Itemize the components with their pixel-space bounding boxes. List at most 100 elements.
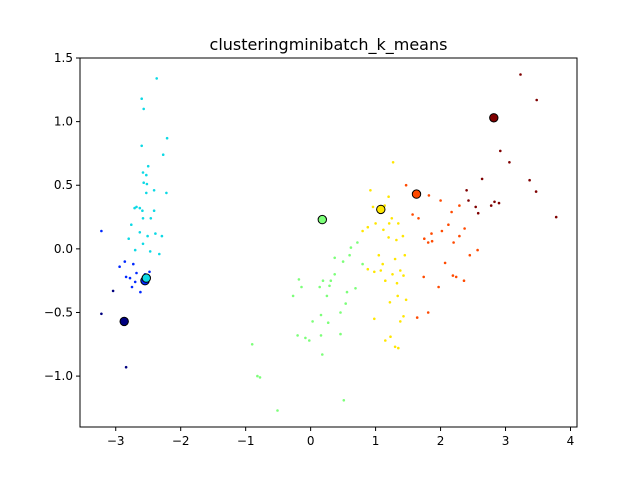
cluster-center	[489, 113, 499, 123]
data-point	[311, 320, 314, 323]
data-point	[430, 239, 434, 243]
data-point	[165, 191, 168, 195]
data-point	[452, 241, 455, 244]
cluster-center	[119, 316, 129, 327]
data-point	[258, 376, 262, 379]
data-point	[300, 285, 303, 289]
data-point	[321, 279, 325, 283]
data-point	[371, 205, 375, 209]
data-point	[430, 232, 433, 235]
data-point	[339, 332, 342, 336]
data-point	[373, 270, 376, 274]
data-point	[391, 161, 395, 164]
data-point	[325, 294, 329, 298]
data-point	[146, 234, 149, 238]
data-point	[497, 201, 501, 205]
data-point	[437, 285, 440, 289]
y-tick-label: −0.5	[44, 305, 73, 319]
data-point	[140, 97, 143, 100]
data-point	[499, 149, 502, 153]
data-point	[326, 321, 330, 325]
chart-title: clusteringminibatch_k_means	[210, 35, 448, 55]
data-point	[145, 182, 149, 186]
data-point	[391, 273, 394, 276]
data-point	[554, 215, 558, 219]
data-point	[328, 284, 331, 288]
data-point	[379, 269, 383, 272]
data-point	[384, 279, 387, 283]
data-point	[397, 346, 400, 350]
data-point	[138, 206, 142, 210]
cluster-center	[317, 214, 327, 225]
x-tick-label: 4	[567, 434, 575, 448]
data-point	[142, 181, 145, 184]
data-point	[390, 217, 394, 220]
data-point	[344, 302, 348, 305]
data-point	[393, 345, 397, 349]
data-point	[493, 200, 496, 204]
data-point	[135, 205, 138, 209]
data-point	[139, 290, 142, 294]
data-point	[528, 178, 531, 182]
data-point	[158, 252, 161, 256]
data-point	[474, 205, 478, 209]
data-point	[133, 280, 137, 284]
data-point	[468, 253, 472, 257]
data-point	[447, 223, 450, 226]
data-point	[402, 315, 405, 318]
data-point	[476, 211, 480, 215]
data-point	[161, 153, 165, 156]
plot-area-frame	[79, 57, 578, 428]
data-point	[342, 399, 346, 402]
data-point	[389, 335, 392, 339]
data-point	[160, 234, 164, 238]
data-point	[135, 271, 138, 275]
data-point	[124, 275, 128, 279]
data-point	[463, 227, 466, 230]
data-point	[123, 260, 127, 263]
data-point	[321, 353, 324, 356]
data-point	[426, 241, 430, 244]
data-point	[395, 238, 398, 242]
data-point	[132, 262, 135, 266]
data-point	[341, 260, 345, 263]
data-point	[422, 275, 426, 279]
data-point	[145, 173, 148, 177]
data-point	[329, 279, 333, 283]
data-point	[374, 222, 377, 225]
data-point	[387, 222, 391, 225]
data-point	[366, 225, 370, 229]
data-point	[319, 313, 323, 317]
y-axis: −1.0 −0.5 0.0 0.5 1.0 1.5	[44, 51, 80, 383]
data-point	[465, 189, 468, 192]
data-point	[397, 222, 400, 225]
x-tick-label: 2	[437, 434, 445, 448]
data-point	[384, 339, 387, 342]
data-point	[349, 246, 353, 249]
data-point	[318, 285, 322, 289]
data-point	[149, 217, 153, 220]
data-point	[133, 248, 137, 252]
data-point	[291, 294, 295, 298]
cluster-center	[376, 204, 386, 215]
data-point	[141, 209, 144, 212]
data-point	[138, 231, 142, 234]
data-point	[361, 262, 364, 266]
data-point	[155, 77, 158, 80]
data-point	[411, 213, 414, 216]
data-point	[489, 204, 493, 207]
data-point	[401, 234, 405, 238]
x-axis: −3 −2 −1 0 1 2 3 4	[107, 427, 574, 448]
data-point	[142, 107, 145, 111]
data-point	[439, 199, 442, 202]
data-point	[141, 171, 145, 174]
data-point	[100, 312, 103, 316]
data-point	[369, 189, 372, 192]
data-point	[297, 278, 301, 281]
data-point	[415, 316, 419, 319]
data-point	[440, 229, 444, 233]
data-point	[426, 311, 430, 314]
data-point	[100, 229, 103, 233]
data-point	[423, 237, 426, 240]
data-point	[304, 336, 307, 340]
